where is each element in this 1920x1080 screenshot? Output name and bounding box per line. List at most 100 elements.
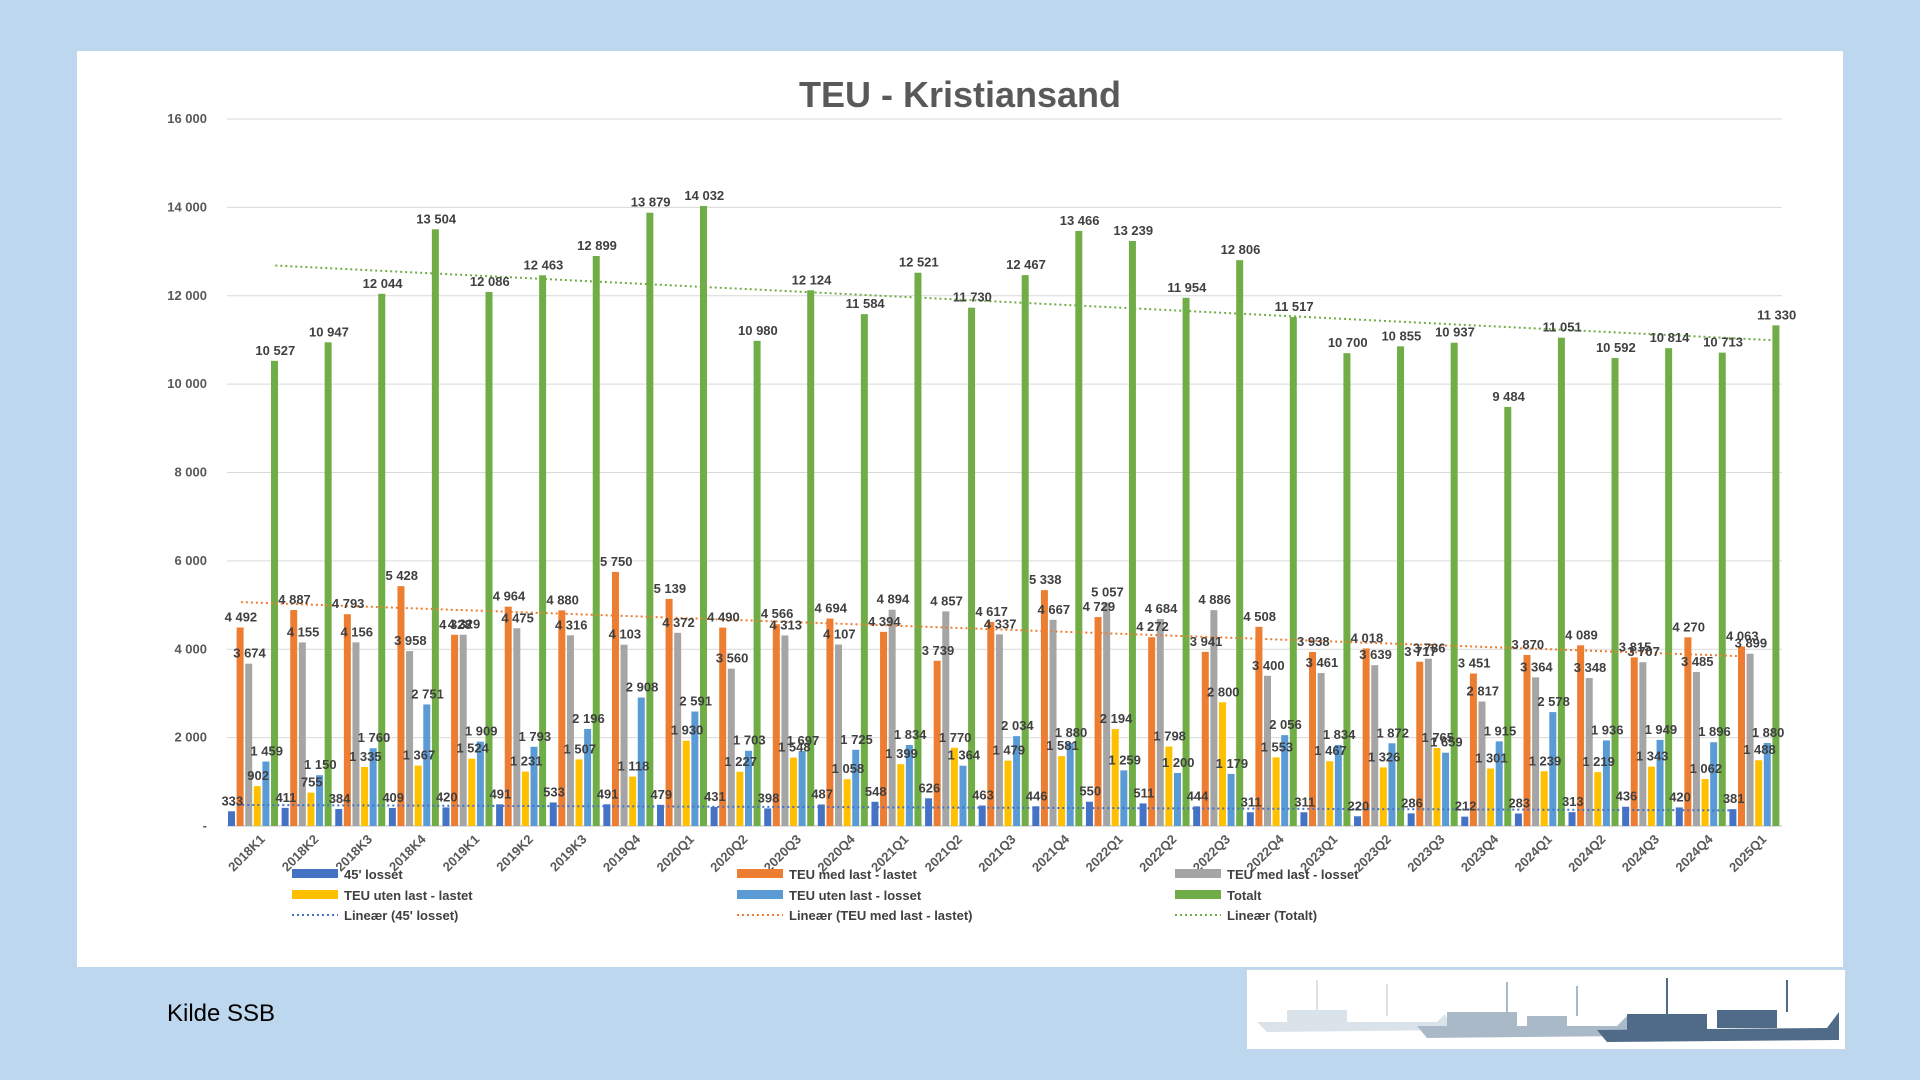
data-label: 3 451 <box>1458 656 1491 671</box>
bar <box>1255 626 1263 826</box>
bar <box>897 764 905 826</box>
data-label: 12 467 <box>1006 257 1046 272</box>
legend-label: 45' losset <box>344 867 403 882</box>
data-label: 12 521 <box>899 255 939 270</box>
bar <box>378 293 386 826</box>
bar <box>1602 740 1610 826</box>
data-label: 398 <box>758 790 780 805</box>
bar <box>1264 675 1272 826</box>
bar <box>324 342 332 826</box>
bar <box>1433 748 1441 826</box>
bar <box>905 744 913 826</box>
data-label: 4 964 <box>493 589 526 604</box>
data-label: 384 <box>329 791 351 806</box>
data-label: 491 <box>597 786 619 801</box>
bar <box>1326 761 1334 826</box>
data-label: 1 793 <box>519 729 552 744</box>
bar <box>343 614 351 826</box>
data-label: 4 887 <box>278 592 311 607</box>
bar <box>1289 317 1297 826</box>
data-label: 4 063 <box>1726 628 1759 643</box>
x-tick-label: 2022Q2 <box>1136 832 1179 875</box>
y-tick-label: 10 000 <box>167 376 207 391</box>
data-label: 3 938 <box>1297 634 1330 649</box>
bar <box>1540 771 1548 826</box>
bar <box>1585 678 1593 826</box>
data-label: 11 517 <box>1275 299 1314 314</box>
bar <box>968 307 976 826</box>
x-tick-label: 2019K2 <box>493 832 536 875</box>
data-label: 13 239 <box>1113 223 1153 238</box>
bar <box>271 360 279 826</box>
data-label: 4 089 <box>1565 627 1598 642</box>
data-label: 2 196 <box>572 711 605 726</box>
chart-card: TEU - Kristiansand - 2 000 4 000 6 000 8 000… <box>77 51 1843 967</box>
data-label: 4 667 <box>1038 602 1071 617</box>
bar <box>369 748 377 826</box>
data-label: 12 086 <box>470 274 510 289</box>
data-label: 1 326 <box>1368 749 1401 764</box>
bar <box>539 275 547 826</box>
bar <box>1218 702 1226 826</box>
bar <box>592 256 600 826</box>
data-label: 4 107 <box>823 627 856 642</box>
ships-silhouette-image <box>1247 970 1845 1049</box>
bar <box>414 765 422 826</box>
data-label: 11 330 <box>1757 307 1796 322</box>
bar <box>1032 806 1040 826</box>
legend-label: Lineær (45' losset) <box>344 908 458 923</box>
bar <box>1111 729 1119 826</box>
data-label: 1 834 <box>1323 727 1356 742</box>
data-label: 311 <box>1294 794 1315 809</box>
data-label: 220 <box>1347 798 1369 813</box>
bar <box>1246 812 1254 826</box>
bar <box>298 642 306 826</box>
data-label: 1 062 <box>1690 761 1723 776</box>
data-label: 4 156 <box>340 624 373 639</box>
data-label: 3 348 <box>1574 660 1607 675</box>
data-label: 12 463 <box>524 257 564 272</box>
bar <box>307 792 315 826</box>
data-label: 1 872 <box>1376 725 1409 740</box>
bar <box>496 804 504 826</box>
bar <box>772 624 780 826</box>
y-tick-label: - <box>203 818 207 833</box>
bar <box>1656 739 1664 826</box>
data-label: 4 793 <box>332 596 365 611</box>
bar <box>995 634 1003 826</box>
data-label: 1 367 <box>403 748 436 763</box>
data-label: 4 328 <box>439 617 472 632</box>
bar <box>1120 770 1128 826</box>
bar <box>1495 741 1503 826</box>
legend-swatch <box>292 890 338 899</box>
x-tick-label: 2023Q3 <box>1404 832 1447 875</box>
bar <box>629 776 637 826</box>
data-label: 3 461 <box>1306 655 1339 670</box>
bar <box>1272 757 1280 826</box>
data-label: 4 857 <box>930 593 963 608</box>
bar <box>1201 651 1209 826</box>
bar <box>950 747 958 826</box>
ships-illustration <box>1246 969 1846 1050</box>
bar <box>530 746 538 826</box>
data-label: 2 578 <box>1537 694 1570 709</box>
data-label: 1 834 <box>894 727 927 742</box>
data-label: 4 566 <box>761 606 794 621</box>
bar <box>1746 653 1754 826</box>
bar <box>316 775 324 826</box>
source-note: Kilde SSB <box>167 1000 276 1027</box>
data-label: 4 475 <box>501 610 534 625</box>
data-label: 10 855 <box>1381 328 1421 343</box>
bar <box>1075 230 1083 826</box>
bar <box>710 806 718 826</box>
x-tick-label: 2021Q4 <box>1029 831 1073 875</box>
bar <box>504 606 512 826</box>
data-label: 3 717 <box>1404 644 1437 659</box>
bar <box>1094 617 1102 826</box>
data-label: 487 <box>811 786 833 801</box>
bar <box>1622 806 1630 826</box>
bar <box>1049 619 1057 826</box>
bar <box>1630 657 1638 826</box>
bar <box>1577 645 1585 826</box>
y-tick-label: 2 000 <box>174 730 207 745</box>
